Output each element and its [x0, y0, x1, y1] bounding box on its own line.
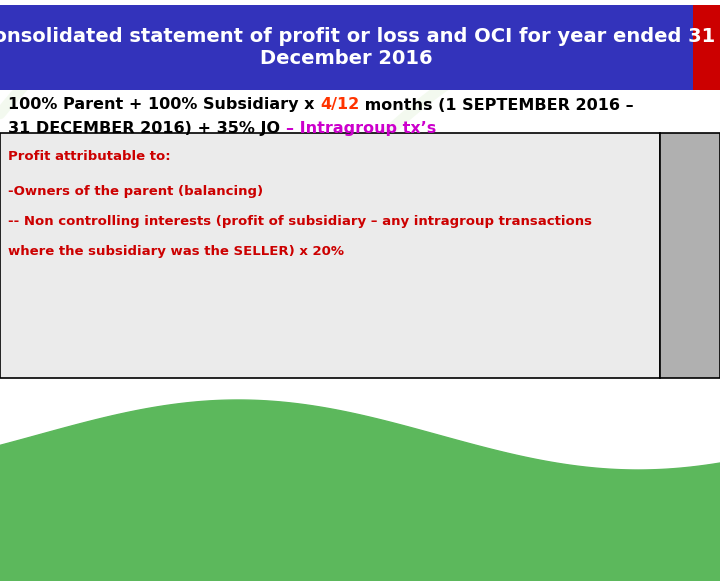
Text: months (1 SEPTEMBER 2016 –: months (1 SEPTEMBER 2016 – — [359, 98, 634, 113]
Text: Consolidated statement of profit or loss and OCI for year ended 31
December 2016: Consolidated statement of profit or loss… — [0, 27, 715, 68]
Bar — [0, 5, 693, 90]
Bar — [660, 133, 720, 378]
Text: 100% Parent + 100% Subsidiary x: 100% Parent + 100% Subsidiary x — [8, 98, 320, 113]
Text: where the subsidiary was the SELLER) x 20%: where the subsidiary was the SELLER) x 2… — [8, 245, 344, 258]
Text: 31 DECEMBER 2016) + 35% JO: 31 DECEMBER 2016) + 35% JO — [8, 120, 286, 135]
Bar — [0, 133, 660, 378]
Text: Profit attributable to:: Profit attributable to: — [8, 150, 171, 163]
Text: -Owners of the parent (balancing): -Owners of the parent (balancing) — [8, 185, 263, 198]
Bar — [693, 5, 720, 90]
Text: – Intragroup tx’s: – Intragroup tx’s — [286, 120, 436, 135]
Text: -- Non controlling interests (profit of subsidiary – any intragroup transactions: -- Non controlling interests (profit of … — [8, 215, 592, 228]
Text: 4/12: 4/12 — [320, 98, 359, 113]
